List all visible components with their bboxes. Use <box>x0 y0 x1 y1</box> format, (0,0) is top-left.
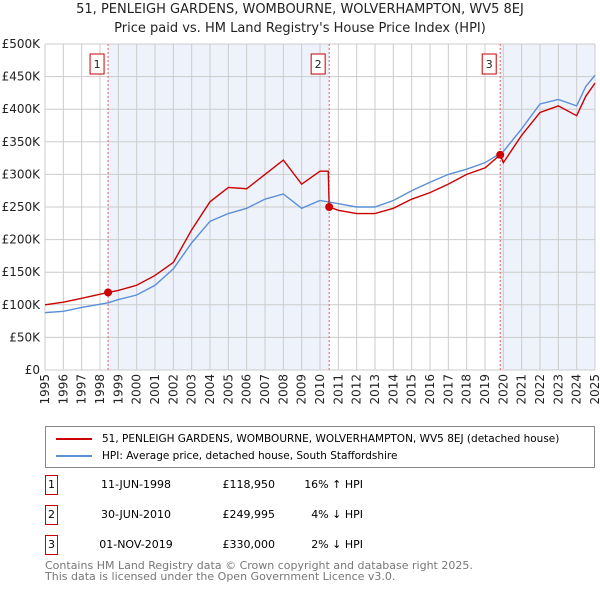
sale-date: 30-JUN-2010 <box>100 508 172 521</box>
x-tick-label: 2006 <box>240 374 254 405</box>
sale-point <box>325 203 334 212</box>
legend: 51, PENLEIGH GARDENS, WOMBOURNE, WOLVERH… <box>45 426 595 468</box>
x-tick-label: 1996 <box>56 374 70 405</box>
sale-marker-number: 2 <box>45 505 58 525</box>
sale-price: £118,950 <box>222 478 276 491</box>
footer: Contains HM Land Registry data © Crown c… <box>45 560 473 582</box>
sale-marker-box <box>89 53 105 75</box>
sale-marker-box <box>481 53 497 75</box>
sale-price: £249,995 <box>222 508 276 521</box>
x-tick-label: 2011 <box>331 374 345 405</box>
y-tick-label: £500K <box>2 37 42 51</box>
y-tick-label: £250K <box>2 200 42 214</box>
legend-red-line <box>56 438 92 440</box>
legend-blue-line <box>56 455 92 457</box>
x-tick-label: 1997 <box>75 374 89 405</box>
x-tick-label: 1999 <box>111 374 125 405</box>
x-tick-label: 2008 <box>276 374 290 405</box>
x-tick-label: 2022 <box>533 374 547 405</box>
x-tick-label: 2005 <box>221 374 235 405</box>
x-tick-label: 2014 <box>386 374 400 405</box>
sale-point <box>496 150 505 159</box>
x-tick-label: 2009 <box>295 374 309 405</box>
x-tick-label: 2025 <box>588 374 600 405</box>
y-tick-label: £300K <box>2 167 42 181</box>
y-tick-label: £0 <box>25 363 40 377</box>
x-tick-label: 2020 <box>496 374 510 405</box>
y-tick-label: £350K <box>2 135 42 149</box>
x-tick-label: 2024 <box>570 374 584 405</box>
sale-marker-label: 2 <box>315 58 322 71</box>
footer-licence: This data is licensed under the Open Gov… <box>45 570 396 583</box>
sale-marker-number: 1 <box>45 475 58 495</box>
sale-hpi-diff: 16% ↑ HPI <box>304 478 363 491</box>
x-tick-label: 2004 <box>203 374 217 405</box>
x-tick-label: 2002 <box>166 374 180 405</box>
y-tick-label: £50K <box>9 330 41 344</box>
sale-date: 01-NOV-2019 <box>99 538 173 551</box>
x-tick-label: 2023 <box>551 374 565 405</box>
price-chart: £0 £50K £100K £150K £200K £250K £300K £350K £400… <box>2 37 600 405</box>
footer-copyright: Contains HM Land Registry data © Crown c… <box>45 559 473 572</box>
x-tick-label: 2000 <box>130 374 144 405</box>
y-tick-label: £450K <box>2 70 42 84</box>
x-tick-label: 2001 <box>148 374 162 405</box>
sale-marker-label: 3 <box>486 58 493 71</box>
x-tick-label: 2010 <box>313 374 327 405</box>
x-tick-label: 2018 <box>460 374 474 405</box>
x-tick-label: 2019 <box>478 374 492 405</box>
x-tick-label: 2015 <box>405 374 419 405</box>
x-tick-label: 2016 <box>423 374 437 405</box>
sale-price: £330,000 <box>222 538 276 551</box>
x-tick-label: 2003 <box>185 374 199 405</box>
x-tick-label: 2017 <box>441 374 455 405</box>
sale-hpi-diff: 4% ↓ HPI <box>311 508 363 521</box>
y-tick-label: £150K <box>2 265 42 279</box>
x-tick-label: 2013 <box>368 374 382 405</box>
y-tick-label: £400K <box>2 102 42 116</box>
sale-date: 11-JUN-1998 <box>100 478 172 491</box>
y-tick-label: £100K <box>2 298 42 312</box>
chart-title: 51, PENLEIGH GARDENS, WOMBOURNE, WOLVERH… <box>76 2 524 17</box>
x-tick-label: 2021 <box>515 374 529 405</box>
sale-marker-number: 3 <box>45 535 58 555</box>
legend-hpi-label: HPI: Average price, detached house, Sout… <box>102 450 398 462</box>
x-tick-label: 1995 <box>38 374 52 405</box>
chart-subtitle: Price paid vs. HM Land Registry's House … <box>114 21 486 36</box>
legend-property-label: 51, PENLEIGH GARDENS, WOMBOURNE, WOLVERH… <box>102 433 560 445</box>
x-tick-label: 2007 <box>258 374 272 405</box>
sale-hpi-diff: 2% ↓ HPI <box>311 538 363 551</box>
sale-marker-box <box>310 53 326 75</box>
y-tick-label: £200K <box>2 233 42 247</box>
x-tick-label: 2012 <box>350 374 364 405</box>
sale-point <box>104 288 113 297</box>
x-tick-label: 1998 <box>93 374 107 405</box>
sale-marker-label: 1 <box>94 58 101 71</box>
